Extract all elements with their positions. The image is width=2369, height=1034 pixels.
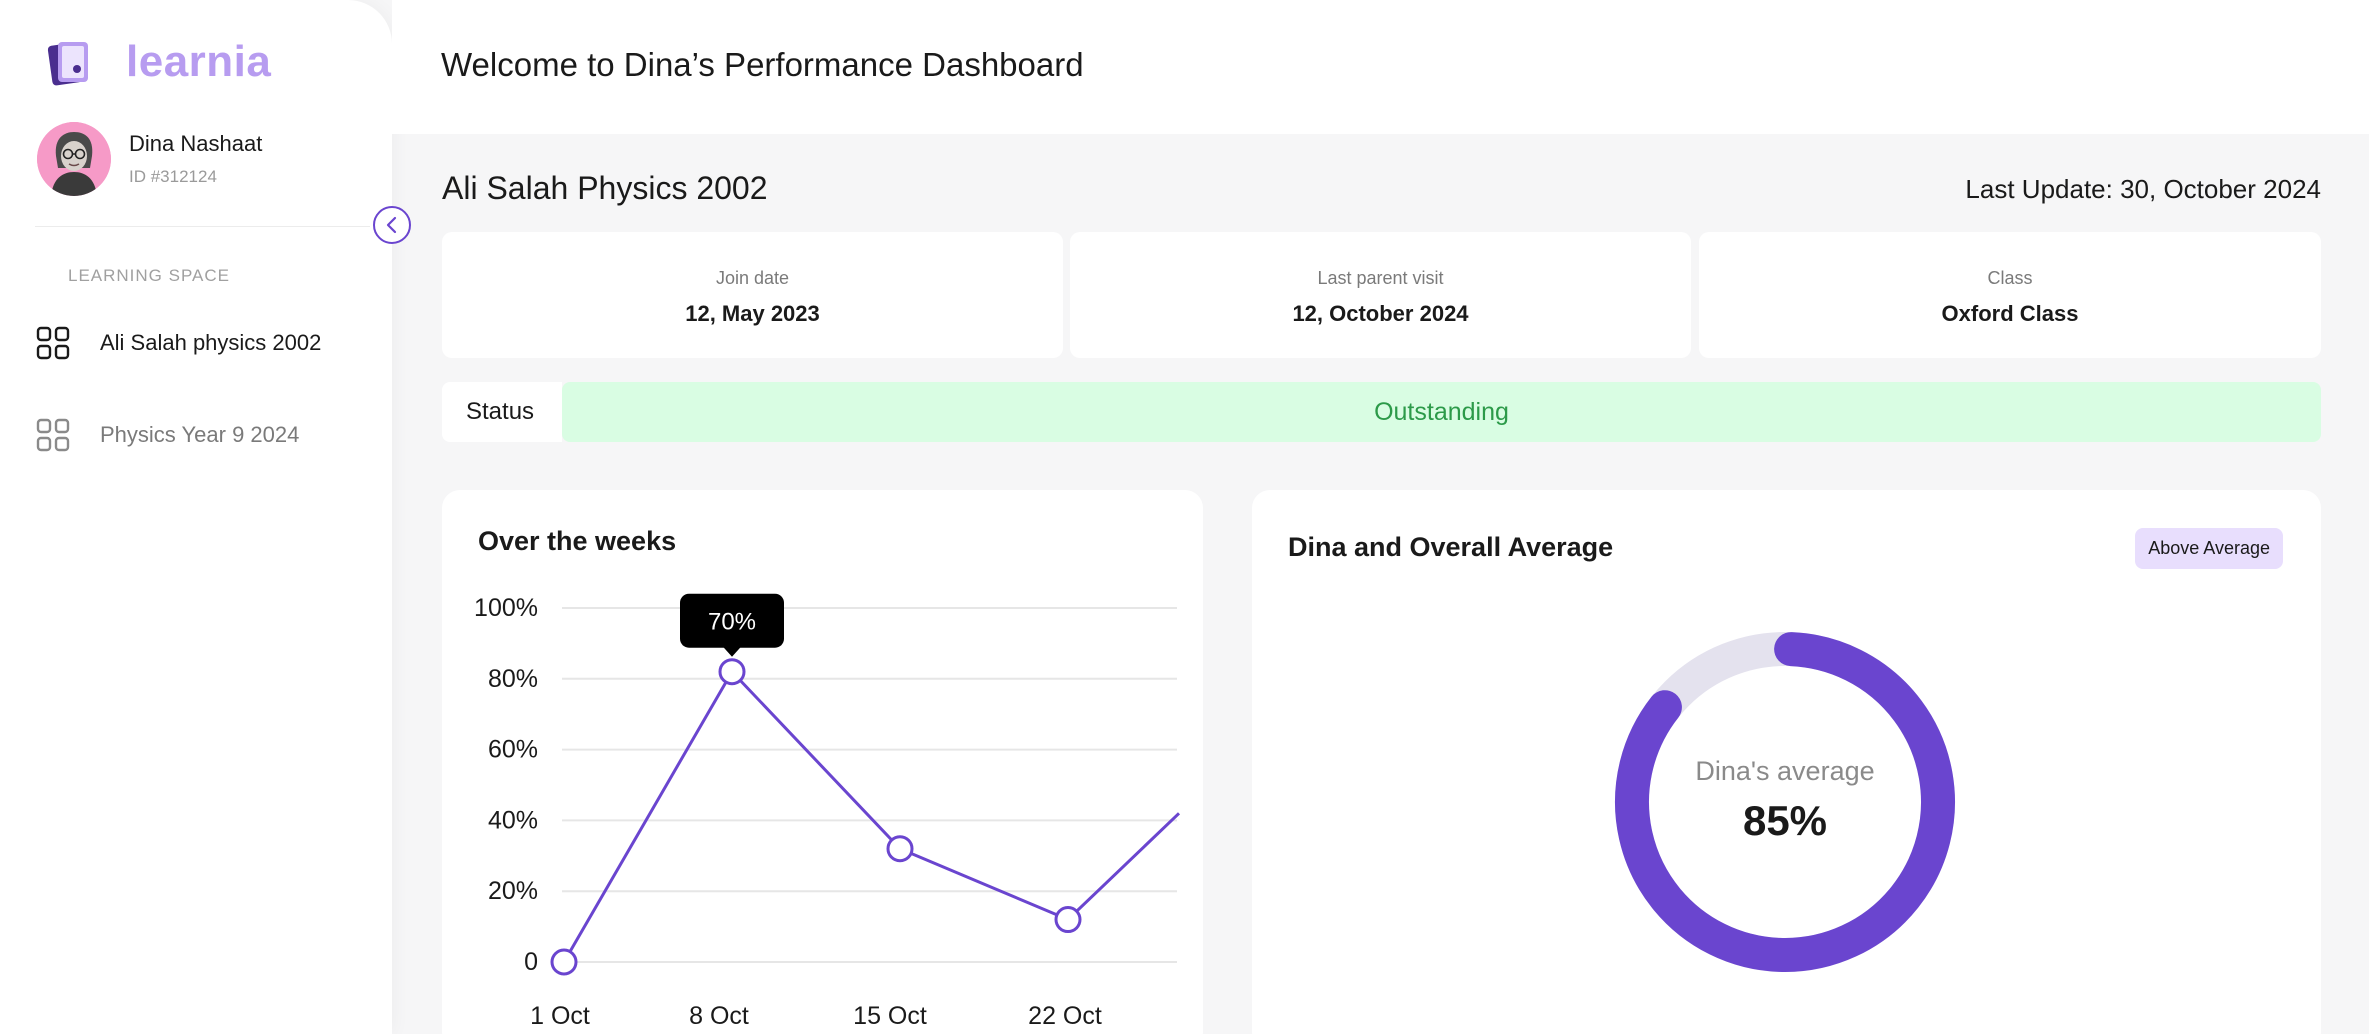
x-tick-label: 15 Oct	[853, 1002, 927, 1030]
user-id: ID #312124	[129, 167, 217, 186]
weeks-line-chart: 0 20% 40% 60% 80% 100% 1 Oct 8 Oct 15 Oct 22 Oct 7…	[474, 593, 1181, 1030]
page-title: Welcome to Dina’s Performance Dashboard	[441, 46, 1084, 83]
y-tick-label: 20%	[488, 877, 538, 905]
data-point	[718, 658, 746, 686]
average-gauge-chart: Dina's average 85%	[1615, 632, 1955, 972]
join-date-value: 12, May 2023	[685, 301, 820, 326]
course-title: Ali Salah Physics 2002	[442, 170, 768, 206]
last-update: Last Update: 30, October 2024	[1965, 174, 2321, 204]
sidebar-item-label: Physics Year 9 2024	[100, 422, 300, 447]
chart-tooltip: 70%	[680, 593, 784, 657]
weeks-chart-panel: Over the weeks 0 20% 40% 60% 80% 100% 1 Oct 8 O…	[442, 490, 1203, 1034]
collapse-sidebar-button[interactable]	[373, 206, 411, 244]
last-parent-visit-value: 12, October 2024	[1292, 301, 1469, 326]
data-point	[550, 948, 578, 976]
join-date-label: Join date	[715, 268, 790, 288]
y-tick-label: 80%	[488, 665, 538, 693]
learning-space-label: LEARNING SPACE	[68, 266, 231, 285]
x-tick-label: 1 Oct	[530, 1002, 590, 1030]
status-label: Status	[442, 382, 562, 442]
grid-icon	[36, 418, 70, 452]
top-bar: Welcome to Dina’s Performance Dashboard	[392, 0, 2369, 134]
class-value: Oxford Class	[1941, 301, 2079, 326]
average-panel-title: Dina and Overall Average	[1288, 532, 1614, 562]
grid-icon	[36, 326, 70, 360]
x-tick-label: 8 Oct	[689, 1002, 749, 1030]
class-label: Class	[1987, 268, 2033, 288]
data-point	[1054, 906, 1082, 934]
weeks-chart-title: Over the weeks	[478, 526, 677, 556]
chevron-left-icon	[386, 216, 397, 234]
y-tick-label: 0	[524, 948, 538, 976]
avatar	[37, 122, 111, 196]
x-tick-label: 22 Oct	[1028, 1002, 1102, 1030]
y-tick-label: 60%	[488, 736, 538, 764]
gauge-caption: Dina's average	[1695, 756, 1874, 786]
sidebar: learnia Dina Nashaat ID #312124	[0, 0, 392, 1034]
y-tick-label: 100%	[474, 594, 538, 622]
above-average-badge: Above Average	[2135, 528, 2283, 569]
average-panel: Dina and Overall Average Above Average D…	[1252, 490, 2321, 1034]
last-parent-visit-card: Last parent visit 12, October 2024	[1070, 232, 1691, 358]
join-date-card: Join date 12, May 2023	[442, 232, 1063, 358]
class-card: Class Oxford Class	[1699, 232, 2321, 358]
status-badge: Outstanding	[562, 382, 2321, 442]
user-name: Dina Nashaat	[129, 131, 263, 156]
user-profile[interactable]: Dina Nashaat ID #312124	[37, 122, 262, 196]
status-row: Status Outstanding	[442, 382, 2321, 442]
logo[interactable]: learnia	[46, 36, 271, 88]
tooltip-label: 70%	[708, 609, 756, 636]
series-line	[562, 669, 1181, 963]
gauge-value: 85%	[1743, 797, 1827, 844]
tooltip-box	[680, 593, 784, 648]
learnia-logo-icon	[47, 42, 88, 86]
brand-name: learnia	[126, 37, 272, 86]
sidebar-item-label: Ali Salah physics 2002	[100, 330, 322, 355]
gauge-value-arc	[1615, 632, 1955, 972]
sidebar-item-physics-year-9-2024[interactable]: Physics Year 9 2024	[36, 418, 299, 452]
sidebar-divider	[35, 226, 370, 227]
last-parent-visit-label: Last parent visit	[1317, 268, 1444, 288]
data-point	[886, 835, 914, 863]
y-tick-label: 40%	[488, 806, 538, 834]
tooltip-arrow	[723, 646, 741, 657]
sidebar-item-ali-salah-physics-2002[interactable]: Ali Salah physics 2002	[36, 326, 321, 360]
